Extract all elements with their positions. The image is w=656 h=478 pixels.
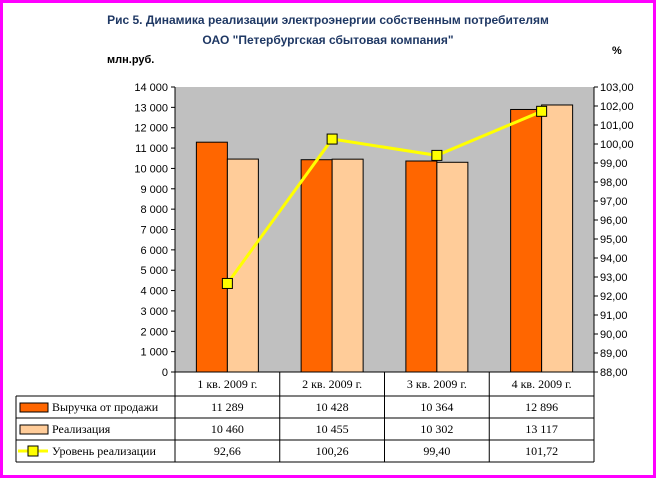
left-tick-label: 13 000 (134, 102, 168, 114)
line-point (221, 277, 233, 289)
left-tick-label: 14 000 (134, 82, 168, 94)
data-label: 10 428 (316, 400, 349, 414)
data-label: 10 460 (211, 422, 244, 436)
right-tick-label: 101,00 (600, 120, 634, 132)
legend-label: Выручка от продажи (52, 400, 159, 414)
bar (331, 158, 364, 373)
right-axis: 88,00 89,00 90,00 91,00 92,00 93,00 94,00 95,00… (593, 82, 634, 379)
data-label: 10 455 (316, 422, 349, 436)
data-label: 13 117 (525, 422, 558, 436)
right-tick-label: 90,00 (600, 329, 628, 341)
category-label: 3 кв. 2009 г. (407, 377, 467, 391)
chart-title: Рис 5. Динамика реализации электроэнерги… (107, 13, 549, 27)
data-label: 10 364 (420, 400, 453, 414)
left-tick-label: 6 000 (140, 245, 168, 257)
data-label: 11 289 (211, 400, 244, 414)
line-point (326, 133, 338, 145)
data-label: 101,72 (525, 444, 558, 458)
bar (405, 160, 438, 373)
data-label: 10 302 (420, 422, 453, 436)
left-tick-label: 5 000 (140, 265, 168, 277)
line-point (536, 105, 548, 117)
line-point (431, 149, 443, 161)
left-tick-label: 8 000 (140, 204, 168, 216)
category-label: 1 кв. 2009 г. (197, 377, 257, 391)
right-tick-label: 91,00 (600, 310, 628, 322)
right-tick-label: 88,00 (600, 367, 628, 379)
right-tick-label: 94,00 (600, 253, 628, 265)
data-label: 99,40 (423, 444, 450, 458)
chart-subtitle: ОАО "Петербургская сбытовая компания" (202, 33, 453, 47)
legend-key-marker (27, 445, 39, 457)
left-tick-label: 1 000 (140, 347, 168, 359)
right-tick-label: 89,00 (600, 348, 628, 360)
legend-label: Реализация (52, 422, 111, 436)
line-series (221, 105, 548, 289)
right-tick-label: 102,00 (600, 101, 634, 113)
bar (510, 108, 543, 373)
right-tick-label: 92,00 (600, 291, 628, 303)
bar-series (175, 104, 594, 373)
data-label: 12 896 (525, 400, 558, 414)
data-table: 1 кв. 2009 г. 2 кв. 2009 г. 3 кв. 2009 г. 4… (15, 371, 595, 463)
level-line (226, 109, 543, 285)
right-tick-label: 103,00 (600, 82, 634, 94)
bar (541, 104, 574, 373)
left-tick-label: 4 000 (140, 286, 168, 298)
legend-label: Уровень реализации (52, 444, 156, 458)
right-tick-label: 95,00 (600, 234, 628, 246)
legend-key (19, 402, 49, 413)
right-tick-label: 97,00 (600, 196, 628, 208)
right-tick-label: 93,00 (600, 272, 628, 284)
bar (436, 161, 469, 373)
legend-key (19, 424, 49, 435)
bar (195, 141, 228, 373)
data-label: 100,26 (316, 444, 349, 458)
right-tick-label: 98,00 (600, 177, 628, 189)
right-tick-label: 96,00 (600, 215, 628, 227)
data-label: 92,66 (214, 444, 241, 458)
left-tick-label: 3 000 (140, 306, 168, 318)
category-label: 2 кв. 2009 г. (302, 377, 362, 391)
left-tick-label: 7 000 (140, 225, 168, 237)
right-tick-label: 100,00 (600, 139, 634, 151)
left-tick-label: 11 000 (135, 143, 168, 155)
right-axis-unit: % (612, 45, 622, 57)
left-tick-label: 0 (162, 367, 168, 379)
bar (300, 159, 333, 373)
category-label: 4 кв. 2009 г. (512, 377, 572, 391)
left-axis-unit: млн.руб. (107, 54, 154, 66)
right-tick-label: 99,00 (600, 158, 628, 170)
left-tick-label: 9 000 (140, 184, 168, 196)
left-axis: 0 1 000 2 000 3 000 4 000 5 000 6 000 7 000 8 00… (134, 82, 176, 379)
left-tick-label: 10 000 (134, 163, 168, 175)
bar (226, 158, 259, 373)
left-tick-label: 2 000 (140, 326, 168, 338)
left-tick-label: 12 000 (134, 123, 168, 135)
